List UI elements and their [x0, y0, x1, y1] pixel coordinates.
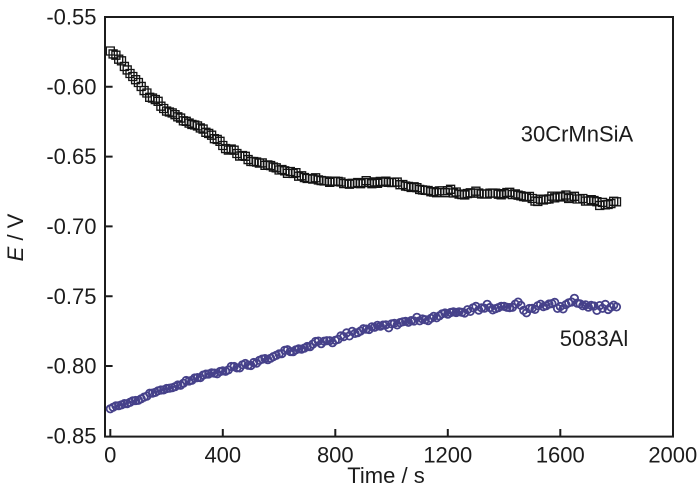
svg-text:-0.70: -0.70	[46, 214, 96, 239]
svg-text:2000: 2000	[648, 443, 697, 468]
svg-text:0: 0	[104, 443, 116, 468]
svg-text:-0.75: -0.75	[46, 284, 96, 309]
svg-text:-0.55: -0.55	[46, 5, 96, 30]
svg-text:Time / s: Time / s	[347, 463, 424, 488]
svg-text:1600: 1600	[536, 443, 585, 468]
svg-text:800: 800	[317, 443, 354, 468]
svg-text:30CrMnSiA: 30CrMnSiA	[521, 122, 634, 147]
svg-text:-0.65: -0.65	[46, 144, 96, 169]
svg-text:E / V: E / V	[3, 213, 28, 261]
svg-text:-0.85: -0.85	[46, 423, 96, 448]
svg-text:5083Al: 5083Al	[560, 326, 629, 351]
svg-text:400: 400	[204, 443, 241, 468]
svg-text:1200: 1200	[423, 443, 472, 468]
svg-text:-0.80: -0.80	[46, 354, 96, 379]
svg-text:-0.60: -0.60	[46, 74, 96, 99]
